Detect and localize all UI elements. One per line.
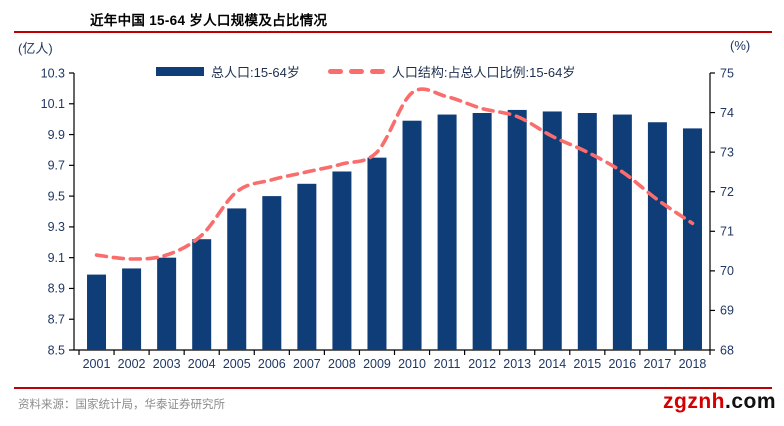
x-axis-label: 2007: [293, 357, 321, 371]
left-axis-tick-label: 9.9: [48, 128, 65, 142]
bottom-divider: [14, 387, 772, 390]
left-axis-tick-label: 9.3: [48, 220, 65, 234]
legend-line-label: 人口结构:占总人口比例:15-64岁: [391, 65, 576, 80]
left-axis-tick-label: 8.5: [48, 343, 65, 357]
right-axis-tick-label: 70: [720, 264, 734, 278]
left-axis-tick-label: 9.5: [48, 189, 65, 203]
x-axis-label: 2006: [258, 357, 286, 371]
right-axis-tick-label: 73: [720, 145, 734, 159]
left-axis-unit: (亿人): [18, 41, 53, 56]
left-axis-tick-label: 10.1: [41, 97, 65, 111]
x-axis-label: 2008: [328, 357, 356, 371]
x-axis-label: 2003: [153, 357, 181, 371]
x-axis-label: 2015: [573, 357, 601, 371]
x-axis-label: 2001: [83, 357, 111, 371]
bar-2004: [192, 239, 212, 350]
x-axis-label: 2004: [188, 357, 216, 371]
watermark: zgznh.com: [663, 390, 776, 414]
top-divider: [14, 31, 772, 34]
left-axis-tick-label: 8.7: [48, 313, 65, 327]
x-axis-label: 2014: [538, 357, 566, 371]
x-axis-label: 2011: [434, 357, 461, 371]
bar-2003: [157, 257, 177, 350]
right-axis-tick-label: 75: [720, 66, 734, 80]
x-axis-label: 2005: [223, 357, 251, 371]
bar-2008: [332, 171, 352, 350]
source-note: 资料来源：国家统计局，华泰证券研究所: [18, 399, 225, 411]
chart-title: 近年中国 15-64 岁人口规模及占比情况: [90, 13, 328, 28]
right-axis-tick-label: 71: [720, 225, 734, 239]
left-axis-tick-label: 8.9: [48, 282, 65, 296]
bar-2018: [682, 128, 702, 350]
watermark-black-part: .com: [724, 390, 776, 413]
bar-2013: [507, 109, 527, 350]
bar-2006: [262, 196, 282, 350]
left-axis-tick-label: 9.1: [48, 251, 65, 265]
x-axis-label: 2018: [679, 357, 707, 371]
left-axis-tick-label: 9.7: [48, 159, 65, 173]
x-axis-label: 2017: [644, 357, 672, 371]
bar-2012: [472, 113, 492, 350]
right-axis-tick-label: 69: [720, 304, 734, 318]
x-axis-label: 2016: [608, 357, 636, 371]
bar-2015: [577, 113, 597, 350]
bar-2002: [122, 268, 142, 350]
legend-bar-label: 总人口:15-64岁: [211, 65, 300, 80]
watermark-red-part: zgznh: [663, 390, 725, 413]
bar-2010: [402, 120, 422, 350]
legend-line-swatch-icon: [327, 69, 385, 74]
legend: 总人口:15-64岁 人口结构:占总人口比例:15-64岁: [156, 62, 603, 81]
x-axis-label: 2009: [363, 357, 391, 371]
bar-2017: [647, 122, 667, 350]
right-axis-tick-label: 72: [720, 185, 734, 199]
right-axis-tick-label: 68: [720, 343, 734, 357]
bar-2005: [227, 208, 247, 350]
x-axis-label: 2002: [118, 357, 146, 371]
legend-bar-swatch-icon: [156, 67, 204, 76]
bar-2016: [612, 114, 632, 350]
x-axis-label: 2010: [398, 357, 426, 371]
x-axis-label: 2013: [503, 357, 531, 371]
bar-2007: [297, 183, 317, 350]
right-axis-unit: (%): [730, 38, 751, 53]
left-axis-tick-label: 10.3: [41, 66, 65, 80]
right-axis-tick-label: 74: [720, 106, 734, 120]
bar-2011: [437, 114, 457, 350]
x-axis-label: 2012: [468, 357, 496, 371]
bar-2001: [87, 274, 107, 350]
percentage-dashed-line: [94, 87, 695, 261]
bar-2009: [367, 157, 387, 350]
bar-2014: [542, 111, 562, 350]
